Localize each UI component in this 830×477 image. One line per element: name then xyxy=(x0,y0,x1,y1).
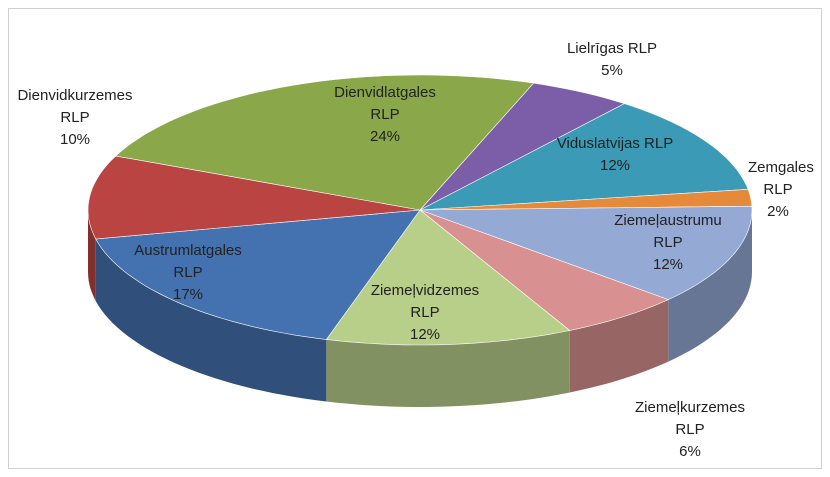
category-label: Dienvidlatgales RLP xyxy=(334,84,436,123)
slice xyxy=(95,209,421,340)
percent-label: 10% xyxy=(59,131,91,148)
data-label: Ziemeļkurzemes RLP 6% xyxy=(625,397,755,463)
slice xyxy=(419,82,626,211)
category-label: Viduslatvijas RLP xyxy=(556,135,674,152)
category-label: Austrumlatgales RLP xyxy=(134,242,242,281)
percent-label: 17% xyxy=(172,286,204,303)
percent-label: 2% xyxy=(767,203,789,220)
slice xyxy=(419,103,749,211)
slice-side xyxy=(668,210,752,362)
slice xyxy=(87,155,421,240)
data-label: Ziemeļaustrumu RLP 12% xyxy=(608,210,728,276)
slice-side xyxy=(88,210,96,301)
slice-side xyxy=(95,239,327,402)
data-label: Lielrīgas RLP 5% xyxy=(537,38,687,82)
chart-frame xyxy=(8,8,822,469)
slice xyxy=(115,74,535,211)
category-label: Ziemeļaustrumu RLP xyxy=(614,212,722,251)
percent-label: 12% xyxy=(652,256,684,273)
slice-side xyxy=(326,330,570,407)
category-label: Ziemeļvidzemes RLP xyxy=(370,282,480,321)
category-label: Zemgales RLP xyxy=(748,159,814,198)
data-label: Dienvidlatgales RLP 24% xyxy=(320,82,450,148)
slice xyxy=(419,205,753,300)
percent-label: 24% xyxy=(369,128,401,145)
percent-label: 12% xyxy=(409,326,441,343)
data-label: Austrumlatgales RLP 17% xyxy=(123,240,253,306)
percent-label: 6% xyxy=(679,443,701,460)
percent-label: 12% xyxy=(599,157,631,174)
data-label: Zemgales RLP 2% xyxy=(748,157,814,223)
category-label: Ziemeļkurzemes RLP xyxy=(634,399,746,438)
slice xyxy=(419,209,670,331)
data-label: Ziemeļvidzemes RLP 12% xyxy=(360,280,490,346)
data-label: Viduslatvijas RLP 12% xyxy=(530,133,700,177)
category-label: Dienvidkurzemes RLP xyxy=(17,87,133,126)
slice xyxy=(325,209,571,346)
category-label: Lielrīgas RLP xyxy=(566,40,658,57)
percent-label: 5% xyxy=(601,62,623,79)
data-label: Dienvidkurzemes RLP 10% xyxy=(10,85,140,151)
slice-side xyxy=(569,299,669,393)
